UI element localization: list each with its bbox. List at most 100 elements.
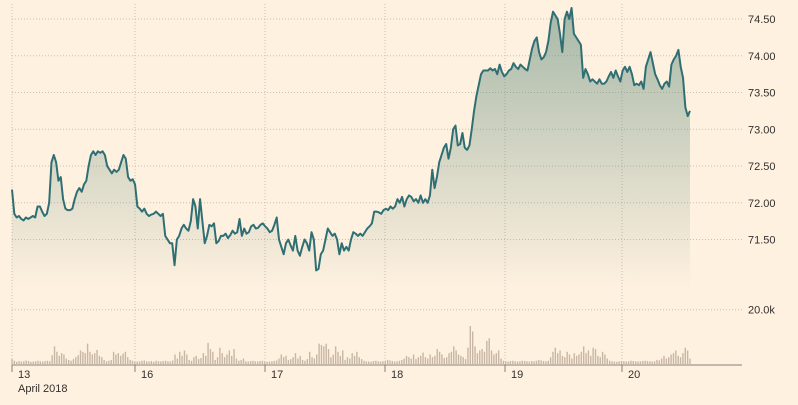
volume-bar-156 — [379, 361, 382, 364]
volume-bar-214 — [516, 361, 519, 364]
volume-bar-57 — [145, 361, 148, 364]
x-sub-label: April 2018 — [18, 383, 68, 395]
volume-bar-111 — [273, 361, 275, 364]
volume-bar-209 — [505, 361, 507, 364]
volume-bar-44 — [115, 354, 117, 364]
volume-bar-260 — [625, 361, 627, 364]
volume-bar-159 — [386, 359, 389, 364]
volume-bar-101 — [249, 361, 252, 364]
volume-bar-217 — [523, 361, 526, 364]
volume-bar-180 — [436, 349, 438, 364]
volume-bar-86 — [214, 359, 216, 364]
volume-bar-229 — [552, 351, 554, 364]
volume-bar-143 — [349, 358, 351, 364]
volume-bar-17 — [51, 355, 53, 364]
volume-bar-129 — [316, 354, 318, 364]
volume-bar-195 — [471, 331, 474, 364]
volume-bar-177 — [429, 354, 431, 364]
volume-bar-93 — [231, 355, 233, 364]
volume-bar-56 — [143, 360, 145, 364]
volume-bar-199 — [481, 349, 483, 364]
volume-bar-168 — [408, 357, 410, 364]
volume-bar-275 — [660, 358, 663, 364]
volume-bar-186 — [450, 351, 453, 364]
volume-bar-15 — [46, 360, 49, 364]
volume-bar-160 — [389, 360, 391, 364]
volume-bar-2 — [16, 361, 18, 364]
volume-bar-272 — [653, 361, 656, 364]
volume-bar-88 — [219, 347, 221, 364]
volume-bar-163 — [396, 361, 398, 364]
volume-bar-105 — [259, 361, 261, 364]
volume-bar-276 — [663, 355, 665, 364]
volume-bar-110 — [271, 361, 273, 364]
volume-bar-287 — [689, 358, 691, 364]
volume-bar-174 — [422, 352, 424, 364]
volume-bar-41 — [108, 360, 110, 364]
volume-bar-125 — [306, 359, 308, 364]
volume-bar-51 — [131, 360, 134, 364]
volume-tick-label-0: 20.0k — [748, 305, 775, 317]
volume-bar-223 — [538, 359, 540, 364]
volume-bar-212 — [512, 360, 514, 364]
y-tick-label-6: 71.50 — [748, 235, 776, 247]
volume-bar-171 — [415, 359, 417, 364]
price-area — [12, 8, 690, 291]
volume-bar-181 — [438, 351, 441, 364]
volume-bar-121 — [297, 358, 299, 364]
volume-bar-263 — [632, 361, 634, 364]
axis-labels: 74.50 74.00 73.50 73.00 72.50 72.00 71.50 20.0k… — [11, 14, 776, 395]
volume-bar-282 — [677, 355, 679, 364]
volume-bar-16 — [49, 361, 51, 364]
y-tick-label-0: 74.50 — [748, 14, 776, 26]
volume-bar-36 — [96, 349, 98, 364]
volume-bar-52 — [134, 361, 136, 364]
volume-bar-193 — [467, 347, 469, 364]
volume-bar-24 — [68, 359, 70, 364]
volume-bar-134 — [327, 349, 330, 364]
volume-bar-172 — [417, 357, 420, 364]
volume-bar-84 — [209, 349, 212, 364]
volume-bar-261 — [627, 361, 630, 364]
volume-bar-206 — [497, 350, 500, 364]
volume-bar-244 — [587, 350, 590, 364]
volume-bar-259 — [623, 361, 625, 364]
volume-bar-234 — [564, 357, 566, 364]
volume-bar-240 — [578, 354, 580, 364]
volume-bar-83 — [207, 342, 209, 364]
volume-bar-100 — [247, 361, 249, 364]
x-tick-label-1: 16 — [141, 369, 153, 381]
volume-bar-23 — [65, 358, 68, 364]
volume-bar-127 — [311, 357, 313, 364]
y-tick-label-4: 72.50 — [748, 161, 776, 173]
volume-bar-92 — [228, 350, 231, 364]
volume-bar-122 — [299, 355, 301, 364]
volume-bar-81 — [202, 353, 205, 364]
volume-bar-82 — [205, 355, 207, 364]
volume-bar-144 — [351, 353, 353, 364]
volume-bar-71 — [179, 351, 181, 364]
volume-bar-150 — [365, 361, 368, 364]
volume-bar-268 — [644, 360, 646, 364]
volume-bar-205 — [495, 353, 497, 364]
volume-bar-197 — [476, 353, 479, 364]
volume-bar-198 — [479, 350, 481, 364]
volume-bar-112 — [275, 360, 278, 364]
volume-bar-151 — [368, 361, 370, 364]
volume-bar-178 — [431, 357, 434, 364]
volume-bar-27 — [75, 357, 77, 364]
volume-bar-246 — [592, 347, 594, 364]
volume-bar-1 — [13, 360, 16, 364]
volume-bar-213 — [514, 361, 516, 364]
volume-bar-247 — [594, 349, 597, 364]
volume-bar-194 — [469, 326, 471, 364]
volume-bar-104 — [256, 361, 259, 364]
volume-bar-283 — [679, 357, 682, 364]
volume-bar-132 — [323, 346, 325, 364]
volume-bar-136 — [332, 354, 334, 364]
volume-bar-91 — [226, 354, 228, 364]
volume-bar-176 — [427, 358, 429, 364]
volume-bar-64 — [162, 361, 164, 364]
volume-bar-115 — [282, 357, 285, 364]
